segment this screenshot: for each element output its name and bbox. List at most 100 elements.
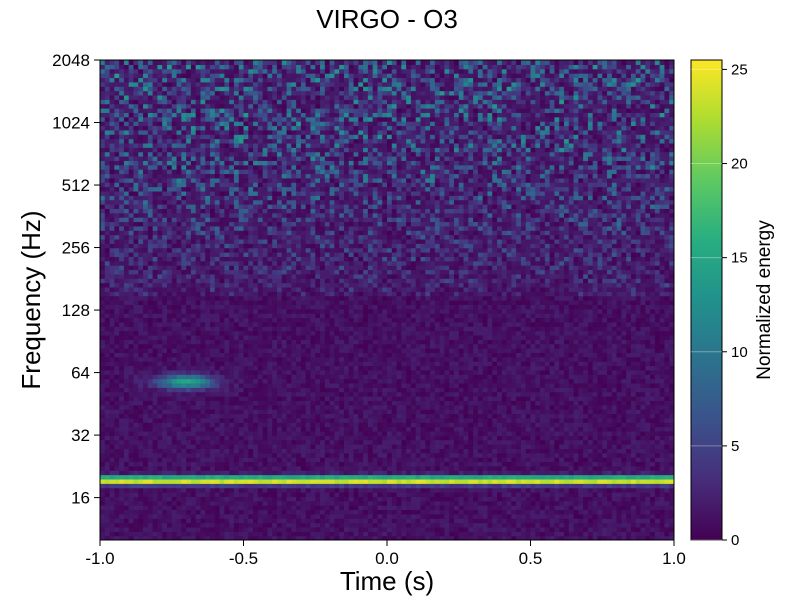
heatmap-cell (305, 430, 312, 436)
heatmap-cell (497, 531, 503, 537)
heatmap-cell (205, 378, 211, 384)
heatmap-cell (219, 365, 225, 371)
heatmap-cell (166, 426, 173, 432)
heatmap-cell (616, 470, 622, 476)
heatmap-cell (195, 487, 202, 493)
heatmap-cell (219, 396, 225, 401)
heatmap-cell (363, 465, 369, 471)
heatmap-cell (382, 483, 388, 489)
heatmap-cell (128, 369, 135, 375)
heatmap-cell (257, 461, 264, 467)
heatmap-cell (578, 430, 584, 436)
heatmap-cell (415, 492, 422, 497)
heatmap-cell (257, 387, 264, 393)
heatmap-cell (544, 535, 551, 540)
heatmap-cell (449, 396, 455, 401)
heatmap-cell (181, 382, 187, 388)
heatmap-cell (195, 409, 202, 415)
heatmap-cell (238, 513, 245, 519)
heatmap-cell (276, 465, 283, 471)
heatmap-cell (477, 374, 484, 380)
heatmap-cell (296, 422, 302, 428)
heatmap-cell (315, 365, 321, 371)
heatmap-cell (506, 478, 512, 484)
heatmap-cell (109, 478, 115, 484)
heatmap-cell (324, 430, 331, 436)
heatmap-cell (549, 496, 556, 502)
heatmap-cell (181, 465, 187, 471)
heatmap-cell (487, 474, 493, 480)
heatmap-cell (420, 422, 426, 428)
heatmap-cell (353, 382, 359, 388)
heatmap-cell (654, 426, 661, 432)
heatmap-cell (410, 496, 417, 502)
heatmap-cell (238, 444, 245, 449)
heatmap-cell (645, 509, 651, 515)
heatmap-cell (166, 396, 173, 401)
heatmap-cell (525, 526, 532, 532)
heatmap-cell (210, 496, 216, 502)
heatmap-cell (291, 426, 297, 432)
heatmap-cell (334, 518, 340, 524)
heatmap-cell (382, 452, 388, 458)
heatmap-cell (176, 535, 182, 540)
heatmap-cell (516, 422, 522, 428)
heatmap-cell (300, 378, 307, 384)
heatmap-cell (248, 505, 254, 511)
heatmap-cell (166, 422, 173, 428)
heatmap-cell (382, 505, 388, 511)
heatmap-cell (171, 474, 178, 480)
heatmap-cell (276, 531, 283, 537)
heatmap-cell (114, 526, 120, 532)
heatmap-cell (367, 426, 374, 432)
heatmap-cell (391, 474, 398, 480)
heatmap-cell (473, 387, 479, 393)
heatmap-cell (468, 382, 474, 388)
heatmap-cell (664, 452, 670, 458)
heatmap-cell (229, 526, 235, 532)
heatmap-cell (363, 387, 369, 393)
heatmap-cell (181, 435, 187, 441)
heatmap-cell (372, 522, 379, 528)
heatmap-cell (559, 452, 565, 458)
heatmap-cell (645, 430, 651, 436)
heatmap-cell (664, 513, 670, 519)
heatmap-cell (343, 509, 350, 515)
heatmap-cell (616, 452, 622, 458)
heatmap-cell (654, 422, 661, 428)
heatmap-cell (501, 404, 508, 410)
heatmap-cell (659, 500, 666, 506)
heatmap-cell (415, 522, 422, 528)
heatmap-cell (449, 365, 455, 371)
heatmap-cell (573, 483, 579, 489)
heatmap-cell (210, 526, 216, 532)
heatmap-cell (520, 374, 527, 380)
heatmap-cell (626, 404, 632, 410)
heatmap-cell (659, 492, 666, 497)
heatmap-cell (100, 487, 106, 493)
heatmap-cell (334, 448, 340, 454)
heatmap-cell (473, 444, 479, 449)
heatmap-cell (535, 396, 541, 401)
heatmap-cell (324, 535, 331, 540)
heatmap-cell (487, 417, 493, 423)
heatmap-cell (449, 404, 455, 410)
heatmap-cell (587, 382, 594, 388)
heatmap-cell (434, 439, 441, 445)
heatmap-cell (382, 382, 388, 388)
heatmap-cell (320, 448, 326, 454)
heatmap-cell (176, 513, 182, 519)
heatmap-cell (210, 374, 216, 380)
heatmap-cell (257, 470, 264, 476)
heatmap-cell (114, 518, 120, 524)
heatmap-cell (186, 505, 192, 511)
heatmap-cell (516, 483, 522, 489)
heatmap-cell (147, 391, 154, 397)
heatmap-cell (296, 452, 302, 458)
heatmap-cell (233, 457, 240, 463)
heatmap-cell (626, 526, 632, 532)
heatmap-cell (181, 461, 187, 467)
heatmap-cell (195, 430, 202, 436)
heatmap-cell (377, 509, 383, 515)
heatmap-cell (291, 452, 297, 458)
